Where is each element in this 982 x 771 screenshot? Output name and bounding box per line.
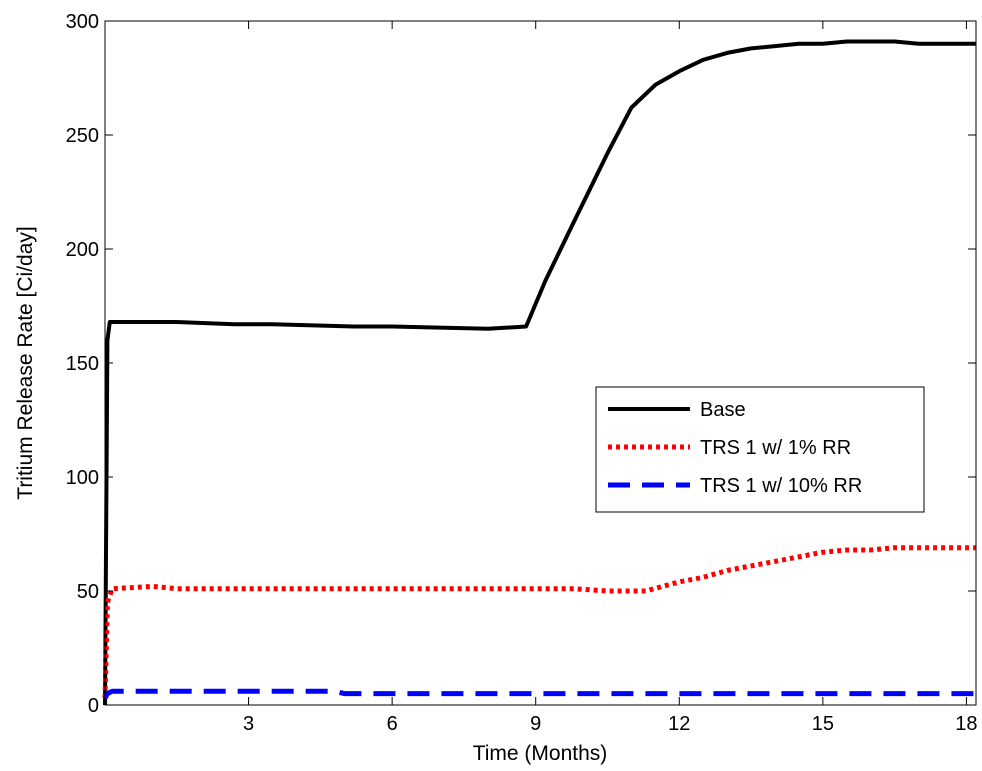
series-line-3 bbox=[102, 688, 976, 700]
y-tick-label: 300 bbox=[66, 11, 99, 33]
series-line-1 bbox=[103, 39, 976, 706]
y-tick-label: 0 bbox=[88, 695, 99, 717]
series-layer bbox=[102, 39, 976, 706]
plot-area-background bbox=[105, 21, 976, 705]
x-tick-label: 9 bbox=[530, 713, 541, 735]
x-tick-label: 3 bbox=[243, 713, 254, 735]
x-tick-label: 6 bbox=[387, 713, 398, 735]
x-tick-label: 18 bbox=[955, 713, 977, 735]
y-tick-label: 200 bbox=[66, 239, 99, 261]
y-tick-label: 50 bbox=[77, 581, 99, 603]
y-tick-label: 100 bbox=[66, 467, 99, 489]
y-tick-label: 150 bbox=[66, 353, 99, 375]
axes-layer: 3 6 9 12 15 18 0 50 100 150 200 250 300 bbox=[66, 11, 978, 735]
legend-label-3: TRS 1 w/ 10% RR bbox=[700, 475, 862, 497]
x-tick-label: 15 bbox=[812, 713, 834, 735]
legend-label-2: TRS 1 w/ 1% RR bbox=[700, 437, 851, 459]
series-line-2 bbox=[102, 545, 976, 699]
x-axis-label: Time (Months) bbox=[473, 742, 608, 765]
legend-label-1: Base bbox=[700, 399, 746, 421]
y-axis-label: Tritium Release Rate [Ci/day] bbox=[14, 226, 37, 499]
x-tick-label: 12 bbox=[668, 713, 690, 735]
legend-items: Base TRS 1 w/ 1% RR TRS 1 w/ 10% RR bbox=[608, 399, 862, 497]
y-tick-label: 250 bbox=[66, 125, 99, 147]
legend: Base TRS 1 w/ 1% RR TRS 1 w/ 10% RR bbox=[595, 386, 925, 513]
